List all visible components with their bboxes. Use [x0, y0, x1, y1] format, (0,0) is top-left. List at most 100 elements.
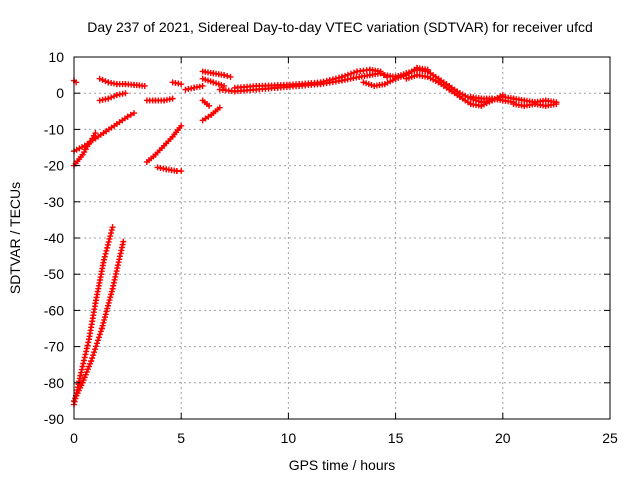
data-point: [108, 230, 115, 237]
x-axis-label: GPS time / hours: [289, 457, 396, 473]
series-seg-v: [403, 72, 506, 109]
series-seg-o: [199, 104, 223, 124]
data-point: [104, 244, 111, 251]
data-point: [499, 92, 506, 99]
series-seg-q: [199, 75, 228, 89]
data-point: [329, 76, 336, 83]
series-seg-n: [199, 97, 213, 109]
y-tick-label: -40: [44, 230, 64, 246]
data-point: [86, 363, 93, 370]
chart-title: Day 237 of 2021, Sidereal Day-to-day VTE…: [87, 19, 593, 35]
data-point: [108, 288, 115, 295]
series-seg-f: [96, 90, 129, 104]
data-point: [81, 354, 88, 361]
data-point: [92, 346, 99, 353]
data-point: [103, 247, 110, 254]
data-point: [88, 358, 95, 365]
data-point: [97, 328, 104, 335]
x-tick-label: 5: [177, 430, 185, 446]
y-tick-label: -60: [44, 302, 64, 318]
data-point: [107, 233, 114, 240]
x-tick-label: 20: [495, 430, 511, 446]
data-point: [377, 68, 384, 75]
data-point: [335, 74, 342, 81]
data-point: [104, 305, 111, 312]
data-point: [323, 77, 330, 84]
data-point: [89, 355, 96, 362]
data-point: [80, 360, 87, 367]
data-point: [94, 337, 101, 344]
data-point: [224, 73, 231, 80]
data-point: [332, 75, 339, 82]
data-point: [108, 291, 115, 298]
data-point: [96, 331, 103, 338]
series-seg-s: [231, 66, 384, 91]
data-point: [221, 72, 228, 79]
data-point: [105, 95, 112, 102]
x-tick-label: 15: [388, 430, 404, 446]
data-point: [104, 241, 111, 248]
data-point: [351, 69, 358, 76]
data-point: [141, 82, 148, 89]
plot-data: [71, 64, 560, 408]
data-point: [83, 348, 90, 355]
data-point: [348, 70, 355, 77]
series-seg-d: [96, 75, 129, 88]
data-point: [82, 351, 89, 358]
data-point: [95, 334, 102, 341]
data-point: [83, 345, 90, 352]
data-point: [105, 238, 112, 245]
data-point: [206, 102, 213, 109]
data-point: [101, 314, 108, 321]
data-point: [77, 372, 84, 379]
data-point: [122, 90, 129, 97]
series-seg-j: [71, 224, 116, 408]
data-point: [78, 369, 85, 376]
data-point: [99, 76, 106, 83]
data-point: [78, 366, 85, 373]
data-point: [98, 325, 105, 332]
data-point: [84, 342, 91, 349]
data-point: [87, 360, 94, 367]
y-tick-label: -80: [44, 375, 64, 391]
data-point: [102, 78, 109, 85]
data-point: [101, 316, 108, 323]
data-point: [106, 235, 113, 242]
data-point: [124, 113, 131, 120]
data-point: [199, 82, 206, 89]
data-point: [120, 238, 127, 245]
series-seg-p: [199, 68, 234, 80]
data-point: [104, 302, 111, 309]
x-tick-label: 25: [602, 430, 618, 446]
data-point: [553, 101, 560, 108]
data-point: [79, 379, 86, 386]
data-point: [93, 340, 100, 347]
data-point: [107, 294, 114, 301]
x-tick-label: 0: [70, 430, 78, 446]
data-point: [178, 81, 185, 88]
series-seg-e: [122, 81, 148, 89]
y-tick-label: -20: [44, 158, 64, 174]
series-seg-m: [182, 82, 206, 93]
data-point: [339, 73, 345, 80]
data-point: [81, 374, 88, 381]
data-point: [227, 73, 234, 80]
y-tick-label: -90: [44, 411, 64, 427]
data-point: [81, 357, 88, 364]
series-seg-y: [510, 101, 560, 109]
data-point: [345, 71, 352, 78]
data-point: [91, 349, 98, 356]
data-point: [85, 339, 92, 346]
series-seg-l: [169, 79, 185, 88]
data-point: [101, 253, 108, 260]
data-point: [79, 363, 86, 370]
series-seg-c: [71, 110, 138, 155]
series-seg-g: [143, 95, 176, 104]
data-point: [109, 224, 116, 231]
data-point: [106, 297, 113, 304]
data-point: [93, 343, 100, 350]
data-point: [103, 308, 110, 315]
data-point: [99, 322, 106, 329]
y-tick-label: -70: [44, 339, 64, 355]
data-point: [105, 299, 112, 306]
